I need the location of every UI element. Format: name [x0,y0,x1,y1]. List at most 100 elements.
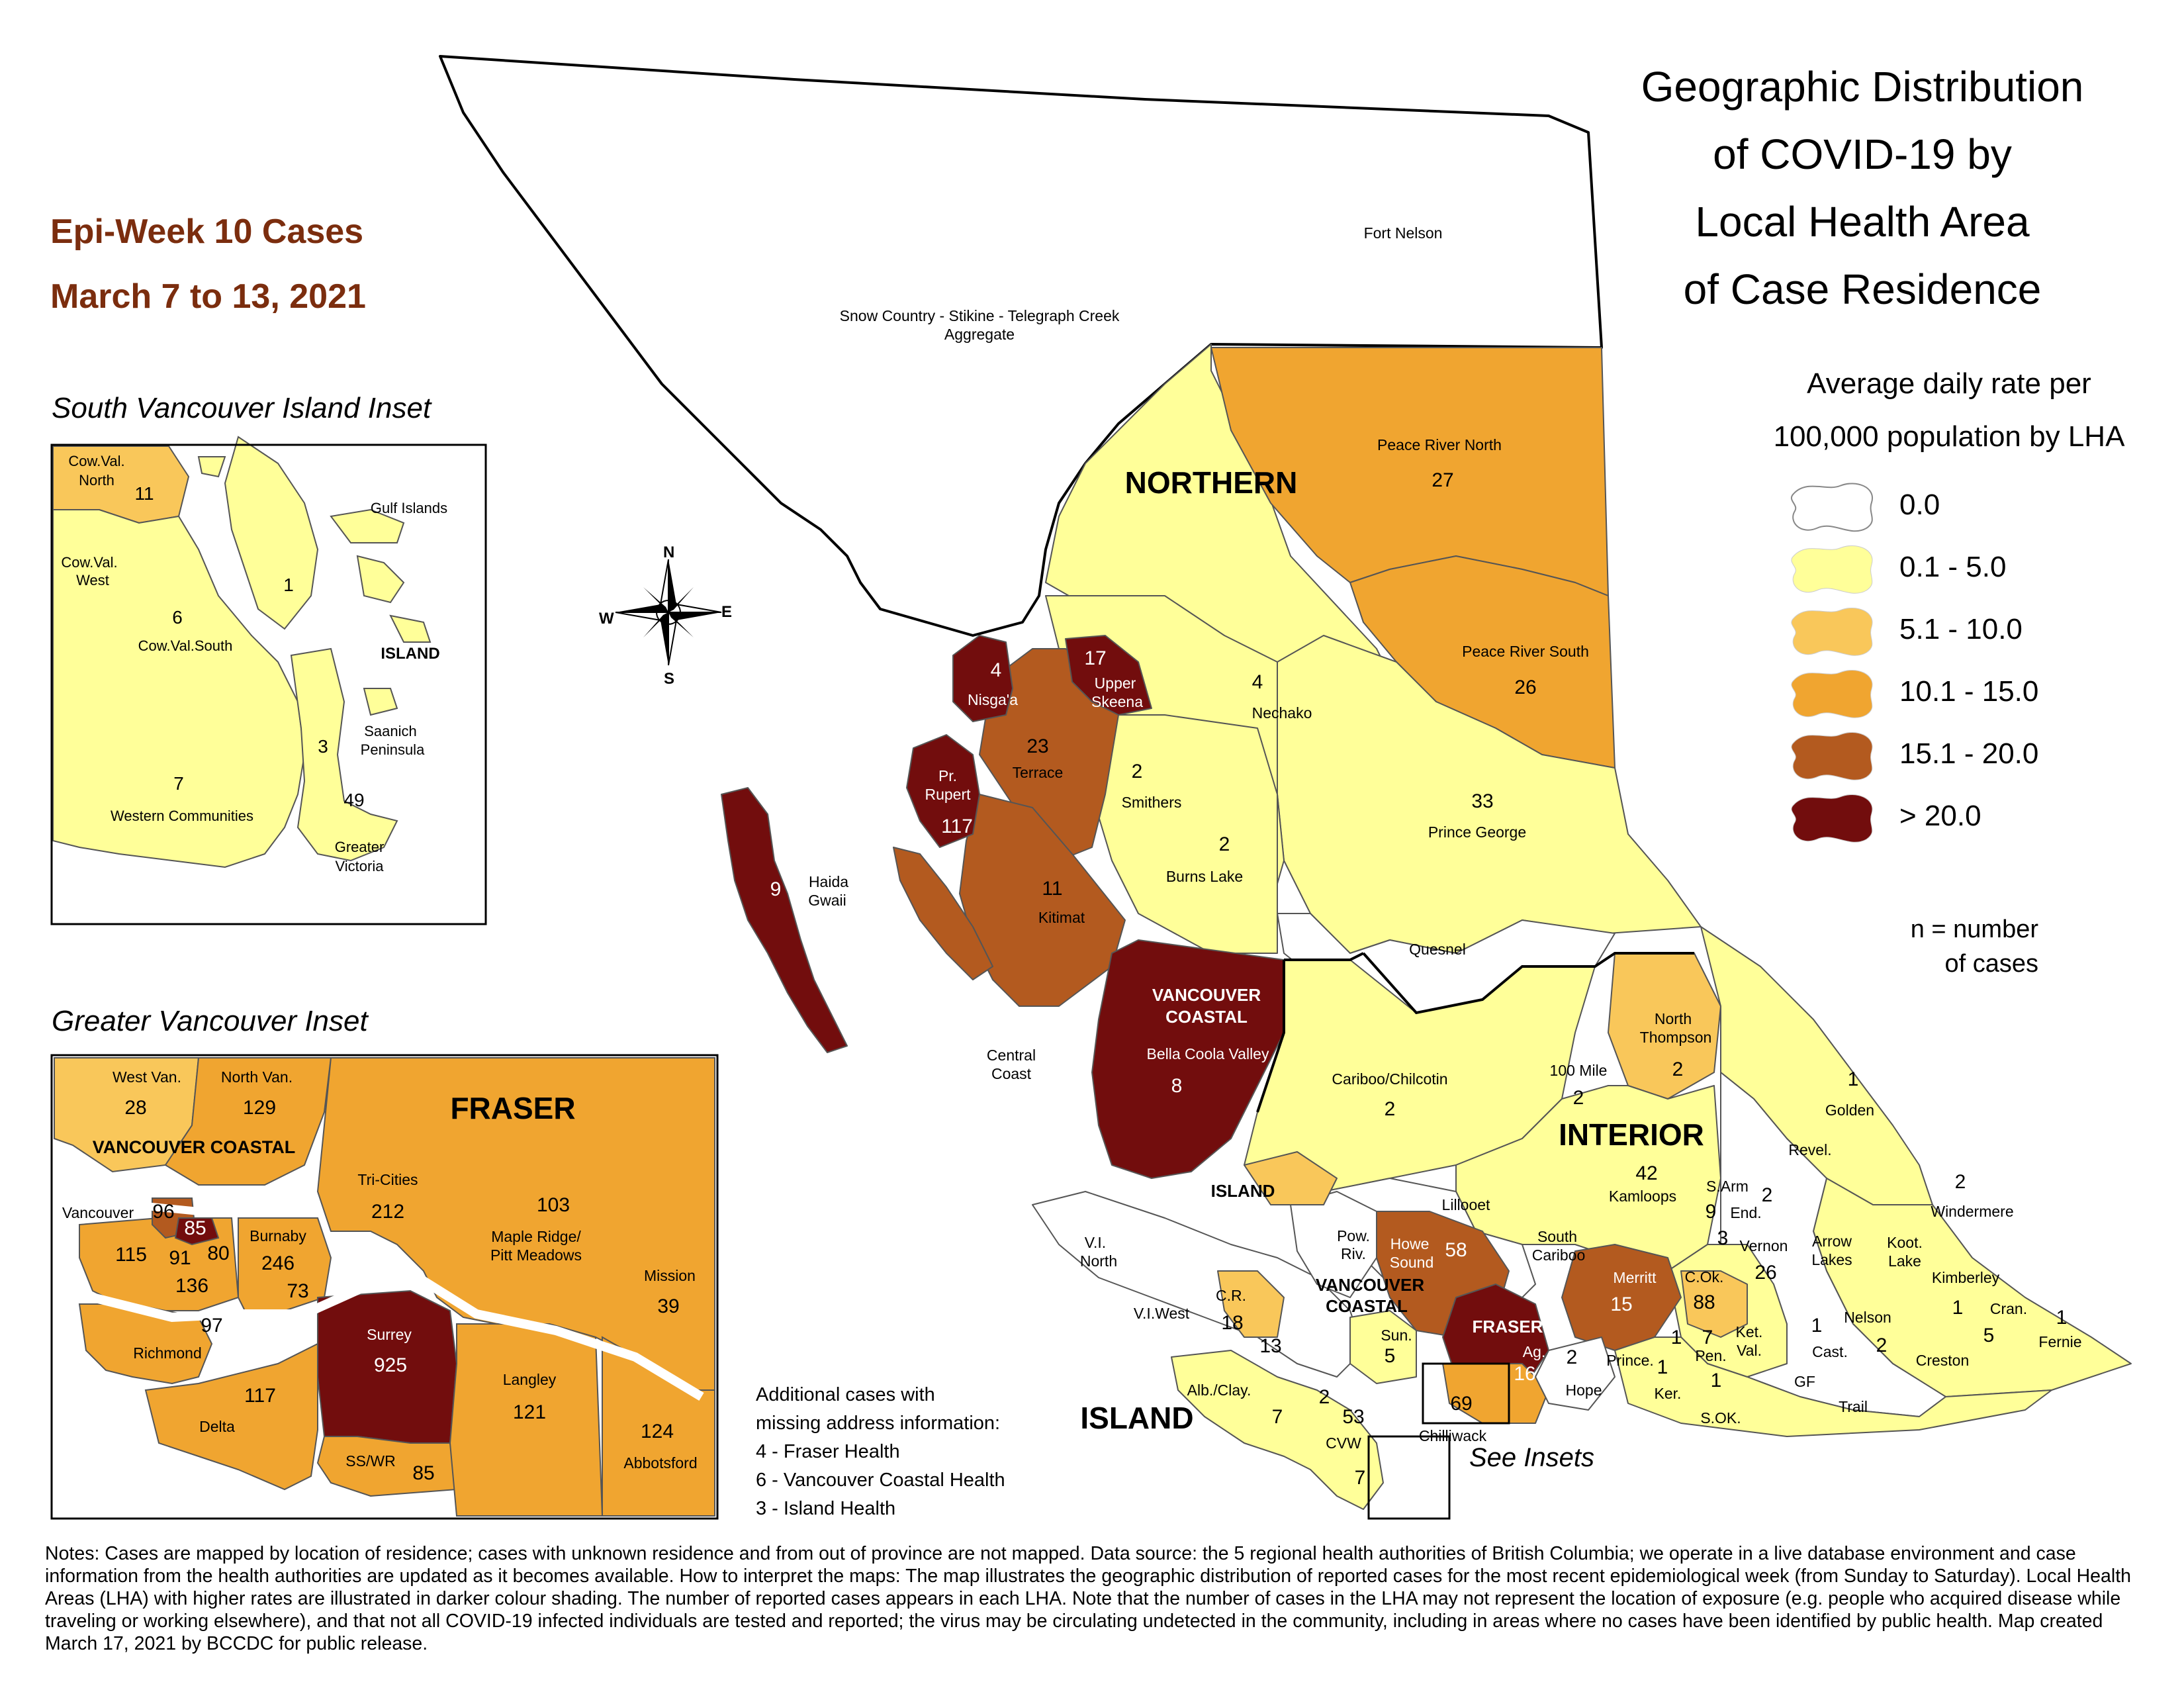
svi-peninsula [290,647,398,862]
svi-inset-title: South Vancouver Island Inset [52,392,432,424]
label-central-okanagan: C.Ok. [1685,1268,1724,1286]
label-south-cariboo: South [1537,1228,1577,1245]
count-island-small-1: 2 [1319,1386,1330,1408]
region-terrace [979,648,1119,861]
count-island-small-2: 53 [1342,1406,1364,1428]
label-kimberley: Kimberley [1932,1269,2000,1286]
label-windermere: Windermere [1931,1203,2013,1220]
gv-count-langley: 121 [513,1401,546,1423]
count-prince-george: 33 [1471,790,1493,812]
region-powell-river [1290,1191,1377,1298]
count-alberni: 7 [1272,1406,1283,1428]
count-nelson: 2 [1876,1335,1888,1356]
gv-count-west-van: 28 [124,1097,146,1119]
gv-burrard-inlet [59,1200,318,1219]
svi-gulf-island-5 [363,688,398,716]
svi-count-cvn: 11 [134,483,154,504]
region-chilliwack [1442,1363,1549,1424]
count-keremeos-2: 1 [1711,1370,1722,1391]
label-haida-gwaii-2: Gwaii [808,892,846,909]
label-keremeos: Ker. [1655,1385,1682,1402]
gv-label-ss-wr: SS/WR [345,1452,395,1470]
label-upper-skeena: Upper [1095,675,1136,692]
label-island-big: ISLAND [1080,1401,1193,1435]
gv-count-v80: 80 [207,1243,229,1264]
gv-richmond [78,1303,213,1385]
label-kamloops: Kamloops [1609,1188,1676,1205]
region-island-cr-patch [1244,1151,1338,1205]
count-north-thompson: 2 [1672,1058,1684,1080]
compass-rose [615,559,722,666]
region-upper-skeena [1065,635,1152,716]
svi-count-cvs: 6 [172,607,183,628]
label-merritt: Merritt [1613,1269,1657,1286]
count-peace-river-south: 26 [1514,677,1536,698]
epi-week-title: Epi-Week 10 Cases [50,212,364,251]
label-kitimat: Kitimat [1038,909,1085,926]
label-vc-main-2: COASTAL [1165,1007,1248,1027]
count-burns-lake: 2 [1219,833,1230,855]
gv-label-delta: Delta [199,1418,235,1435]
legend-title: Average daily rate per [1807,367,2091,400]
svi-label-gv-2: Victoria [336,858,385,874]
region-kitimat [959,794,1126,1007]
inset-box-gv [1422,1362,1510,1425]
svi-gulf-island-2 [356,555,405,604]
count-windermere: 2 [1955,1171,1966,1193]
count-smithers: 2 [1132,761,1143,782]
gv-label-surrey: Surrey [367,1326,412,1343]
count-kamloops: 42 [1635,1162,1657,1184]
label-island-main: ISLAND [1211,1181,1275,1201]
label-kettle-valley-2: Val. [1737,1342,1762,1359]
label-arrow-lakes: Arrow [1812,1233,1852,1250]
legend-label: > 20.0 [1899,800,1981,832]
count-prince-rupert: 117 [941,816,973,837]
label-central-coast-2: Coast [991,1065,1032,1082]
label-sunshine: Sun. [1381,1327,1412,1344]
missing-line: 4 - Fraser Health [756,1441,900,1462]
label-snow-country: Snow Country - Stikine - Telegraph Creek [840,307,1120,324]
label-terrace: Terrace [1013,764,1064,781]
count-cariboo: 2 [1385,1098,1396,1120]
count-chilliwack: 69 [1450,1393,1472,1415]
label-vc-main: VANCOUVER [1152,985,1261,1005]
count-keremeos: 1 [1657,1356,1668,1378]
label-fraser-small: FRASER [1473,1317,1543,1336]
gv-burnaby [238,1217,332,1311]
gv-label-vc: VANCOUVER COASTAL [93,1137,296,1157]
count-nisgaa: 4 [991,659,1002,681]
gv-inset [50,1054,719,1520]
label-vi-north: V.I. [1085,1234,1106,1251]
missing-address-note: Additional cases with missing address in… [756,1381,1005,1523]
count-haida-gwaii: 9 [770,878,782,900]
count-cvw: 7 [1355,1467,1366,1489]
label-creston: Creston [1916,1352,1970,1369]
legend-swatch [1790,483,1874,532]
gv-count-v136: 136 [175,1275,208,1297]
label-vernon: Vernon [1740,1237,1788,1254]
svi-gulf-island-1 [224,436,319,630]
count-100-mile: 2 [1573,1087,1584,1109]
gv-label-abbotsford: Abbotsford [623,1454,697,1472]
svi-label-cvw: Cow.Val. [61,554,117,571]
gv-count-ss-wr: 85 [412,1462,434,1484]
label-northern: NORTHERN [1125,465,1298,500]
label-penticton: Pen. [1695,1347,1726,1364]
count-enderby: 2 [1762,1184,1773,1206]
label-trail: Trail [1839,1398,1868,1415]
label-south-arm: S.Arm [1706,1178,1749,1195]
label-agassiz: Ag. [1523,1343,1546,1360]
label-quesnel: Quesnel [1409,941,1466,958]
gv-count-b73: 73 [287,1280,308,1302]
label-haida-gwaii: Haida [809,873,848,890]
count-bella-coola: 8 [1171,1075,1183,1097]
label-kettle-valley: Ket. [1736,1323,1763,1340]
label-cr: C.R. [1216,1287,1246,1304]
gv-count-burnaby: 246 [261,1252,295,1274]
gv-label-north-van: North Van. [221,1068,293,1086]
label-peace-river-north: Peace River North [1377,436,1502,453]
legend-swatch [1791,732,1873,780]
gv-label-richmond: Richmond [133,1344,202,1362]
count-cranbrook: 5 [1983,1325,1995,1346]
gv-count-surrey: 925 [374,1354,407,1376]
